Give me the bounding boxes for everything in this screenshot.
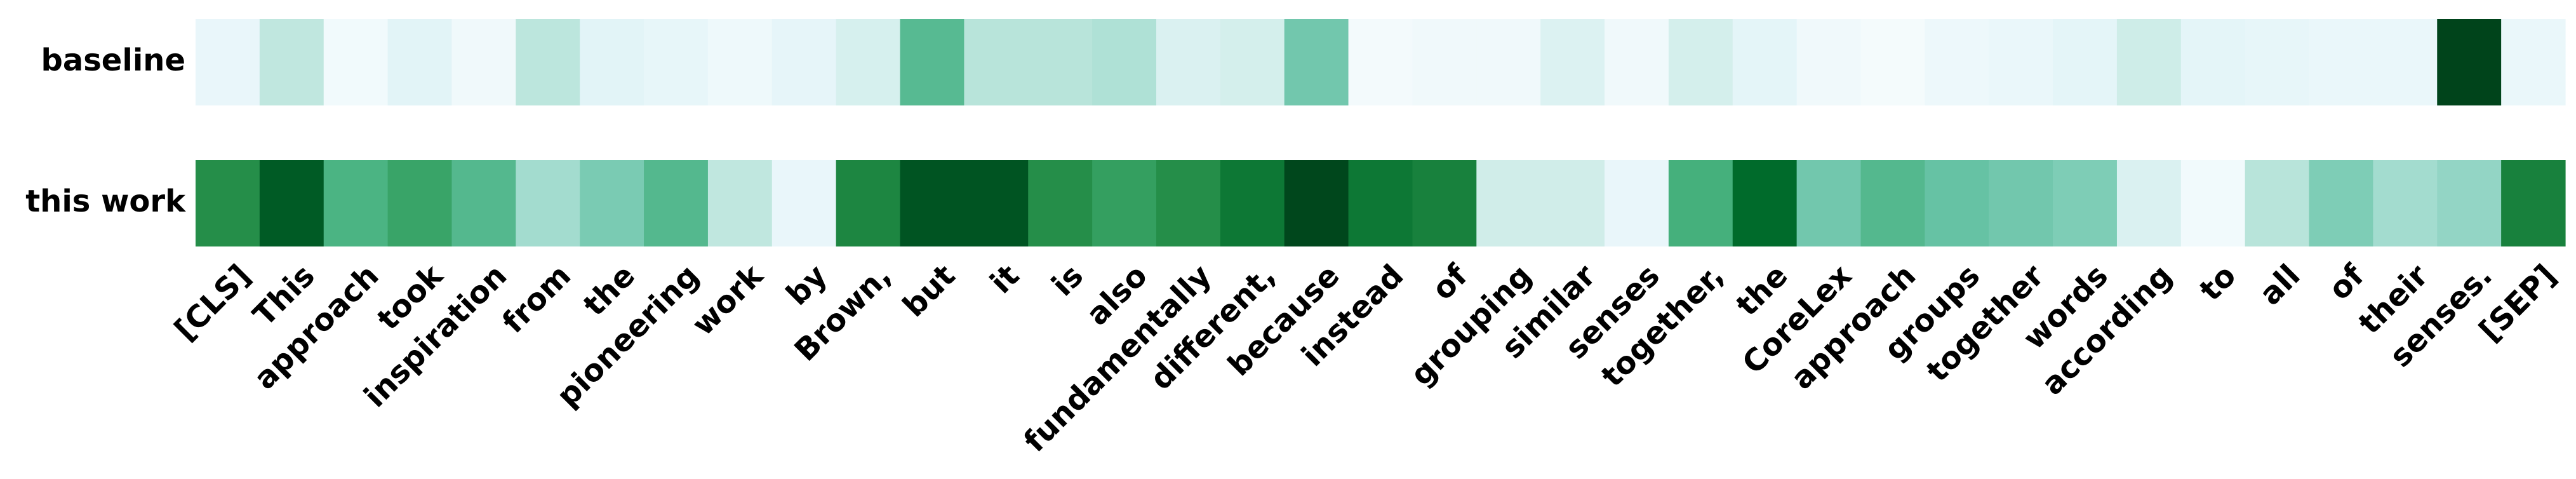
heatmap-cell-0-10 — [836, 19, 901, 105]
x-tick-label-31: to — [2192, 258, 2243, 308]
heatmap-cell-0-24 — [1732, 19, 1798, 105]
x-tick-label-19: of — [1425, 257, 1475, 307]
heatmap-cell-1-22 — [1605, 160, 1669, 246]
row-labels: baseline this work — [25, 43, 186, 219]
heatmap-cell-1-34 — [2373, 160, 2438, 246]
x-tick-label-33: of — [2322, 257, 2372, 307]
heatmap-cell-0-27 — [1925, 19, 1989, 105]
x-tick-label-5: from — [495, 258, 578, 341]
heatmap-cell-1-18 — [1348, 160, 1413, 246]
heatmap-cell-0-1 — [259, 19, 324, 105]
heatmap-cell-1-10 — [836, 160, 901, 246]
row-label-0: baseline — [41, 43, 185, 78]
heatmap-cell-1-28 — [1989, 160, 2053, 246]
x-tick-label-8: work — [685, 257, 770, 342]
heatmap-cell-0-20 — [1476, 19, 1541, 105]
heatmap-cell-0-33 — [2309, 19, 2373, 105]
heatmap-cell-1-16 — [1220, 160, 1285, 246]
heatmap-cell-1-29 — [2053, 160, 2118, 246]
heatmap-cell-0-16 — [1220, 19, 1285, 105]
heatmap-cell-1-20 — [1476, 160, 1541, 246]
heatmap-cell-1-23 — [1668, 160, 1733, 246]
heatmap-cell-0-19 — [1412, 19, 1477, 105]
heatmap-cell-1-30 — [2116, 160, 2182, 246]
heatmap-cell-0-7 — [644, 19, 709, 105]
x-tick-label-12: it — [984, 258, 1026, 300]
x-tick-label-11: but — [896, 258, 962, 324]
x-tick-labels: [CLS]Thisapproachtookinspirationfromthep… — [168, 257, 2563, 459]
heatmap-cell-0-11 — [900, 19, 964, 105]
heatmap-cell-0-18 — [1348, 19, 1413, 105]
heatmap-cell-1-13 — [1028, 160, 1093, 246]
heatmap-cell-0-31 — [2180, 19, 2246, 105]
heatmap-cell-0-8 — [707, 19, 773, 105]
heatmap-cells — [196, 19, 2566, 246]
heatmap-cell-1-3 — [387, 160, 453, 246]
heatmap-cell-0-0 — [196, 19, 260, 105]
heatmap-cell-0-5 — [516, 19, 580, 105]
heatmap-cell-0-30 — [2116, 19, 2182, 105]
heatmap-cell-0-25 — [1796, 19, 1862, 105]
heatmap-cell-1-5 — [516, 160, 580, 246]
heatmap-cell-1-0 — [196, 160, 260, 246]
heatmap-cell-0-26 — [1860, 19, 1925, 105]
heatmap-cell-0-12 — [964, 19, 1029, 105]
row-label-1: this work — [25, 184, 186, 219]
heatmap-cell-1-12 — [964, 160, 1029, 246]
x-tick-label-32: all — [2253, 258, 2307, 313]
heatmap-cell-1-11 — [900, 160, 964, 246]
heatmap-cell-1-26 — [1860, 160, 1925, 246]
heatmap-cell-0-9 — [771, 19, 837, 105]
heatmap-cell-0-17 — [1284, 19, 1349, 105]
heatmap-cell-1-17 — [1284, 160, 1349, 246]
heatmap-cell-1-15 — [1156, 160, 1221, 246]
heatmap-cell-1-6 — [580, 160, 644, 246]
heatmap-cell-0-36 — [2501, 19, 2566, 105]
heatmap-cell-1-36 — [2501, 160, 2566, 246]
heatmap-cell-1-27 — [1925, 160, 1989, 246]
heatmap-cell-0-3 — [387, 19, 453, 105]
heatmap-cell-1-24 — [1732, 160, 1798, 246]
heatmap-cell-0-23 — [1668, 19, 1733, 105]
heatmap-cell-1-32 — [2245, 160, 2310, 246]
heatmap-cell-0-2 — [323, 19, 389, 105]
heatmap-cell-1-19 — [1412, 160, 1477, 246]
heatmap-cell-1-9 — [771, 160, 837, 246]
heatmap-cell-0-6 — [580, 19, 644, 105]
heatmap-cell-1-35 — [2437, 160, 2502, 246]
heatmap-cell-0-28 — [1989, 19, 2053, 105]
heatmap-cell-0-29 — [2053, 19, 2118, 105]
heatmap-cell-1-4 — [451, 160, 516, 246]
heatmap-cell-0-14 — [1092, 19, 1157, 105]
heatmap-cell-1-8 — [707, 160, 773, 246]
heatmap-cell-1-1 — [259, 160, 324, 246]
heatmap-cell-0-22 — [1605, 19, 1669, 105]
heatmap-cell-0-34 — [2373, 19, 2438, 105]
heatmap-cell-1-21 — [1540, 160, 1605, 246]
heatmap-cell-1-25 — [1796, 160, 1862, 246]
heatmap-cell-0-13 — [1028, 19, 1093, 105]
heatmap-cell-0-32 — [2245, 19, 2310, 105]
heatmap-cell-0-15 — [1156, 19, 1221, 105]
heatmap-cell-0-21 — [1540, 19, 1605, 105]
heatmap-cell-1-2 — [323, 160, 389, 246]
heatmap-cell-1-7 — [644, 160, 709, 246]
heatmap-cell-1-14 — [1092, 160, 1157, 246]
x-tick-label-13: is — [1045, 258, 1090, 303]
heatmap-cell-1-31 — [2180, 160, 2246, 246]
heatmap-cell-0-4 — [451, 19, 516, 105]
heatmap-cell-0-35 — [2437, 19, 2502, 105]
x-tick-label-0: [CLS] — [168, 258, 258, 348]
heatmap-cell-1-33 — [2309, 160, 2373, 246]
